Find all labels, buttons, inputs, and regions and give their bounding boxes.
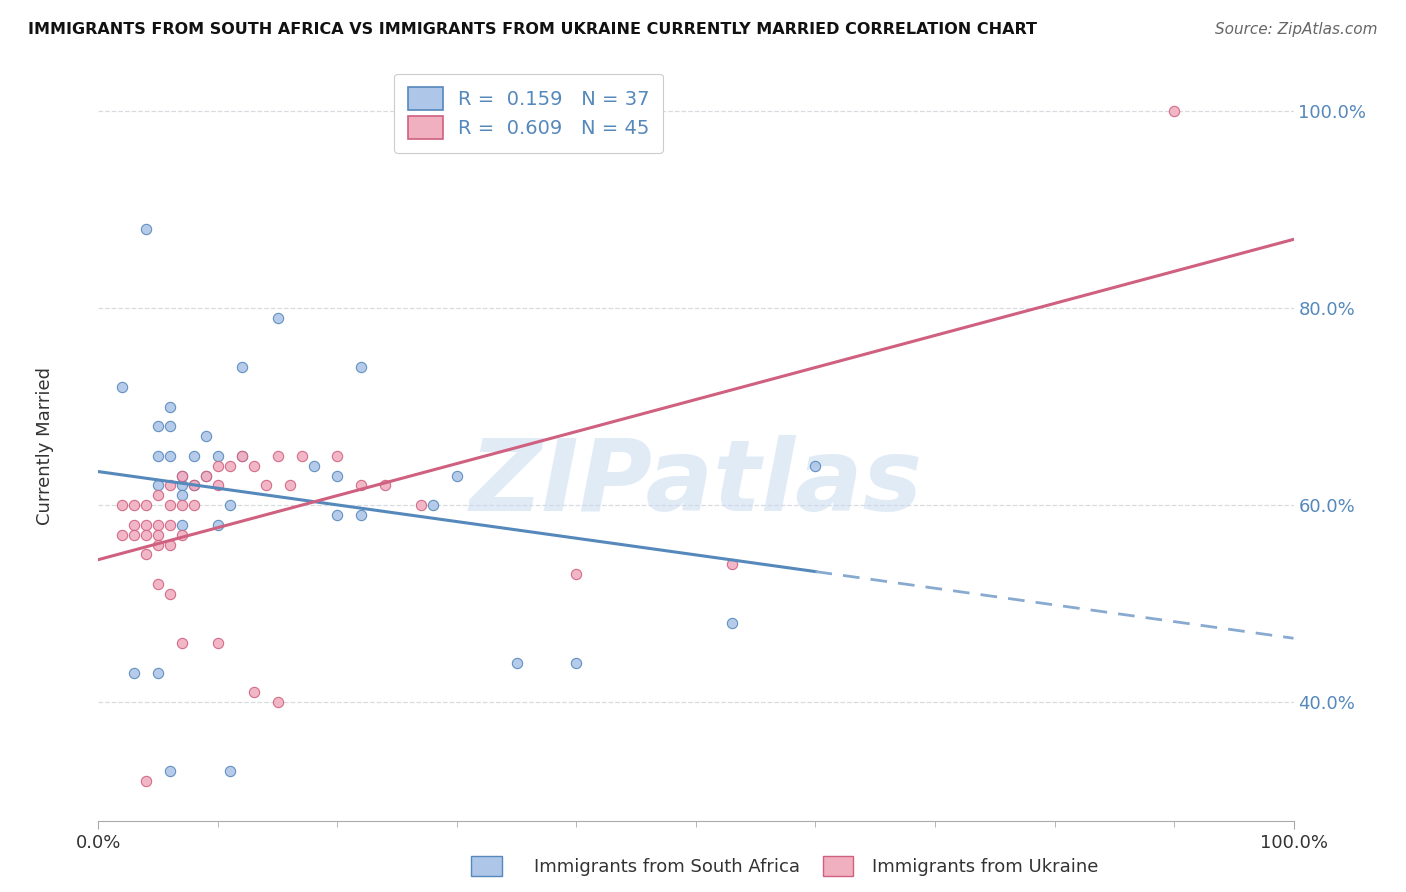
Point xyxy=(159,478,181,492)
Point xyxy=(124,517,146,532)
Point xyxy=(721,616,744,631)
Point xyxy=(135,527,157,541)
Point xyxy=(124,665,146,680)
Point xyxy=(422,498,444,512)
Point xyxy=(267,310,290,325)
Point xyxy=(1163,103,1185,118)
Point xyxy=(565,567,588,582)
Point xyxy=(506,656,529,670)
Point xyxy=(231,449,253,463)
Point xyxy=(195,468,218,483)
Point xyxy=(135,498,157,512)
Point xyxy=(159,400,181,414)
Point xyxy=(172,478,194,492)
Point xyxy=(219,764,242,779)
Point xyxy=(183,478,205,492)
Point xyxy=(172,517,194,532)
Text: IMMIGRANTS FROM SOUTH AFRICA VS IMMIGRANTS FROM UKRAINE CURRENTLY MARRIED CORREL: IMMIGRANTS FROM SOUTH AFRICA VS IMMIGRAN… xyxy=(28,22,1038,37)
Point xyxy=(446,468,468,483)
Point xyxy=(278,478,301,492)
Point xyxy=(159,587,181,601)
Point xyxy=(350,360,373,375)
Point xyxy=(148,527,170,541)
Point xyxy=(207,449,229,463)
Point xyxy=(721,558,744,572)
Text: Immigrants from South Africa: Immigrants from South Africa xyxy=(534,858,800,876)
Legend: R =  0.159   N = 37, R =  0.609   N = 45: R = 0.159 N = 37, R = 0.609 N = 45 xyxy=(394,73,664,153)
Point xyxy=(135,222,157,236)
Point xyxy=(207,478,229,492)
Point xyxy=(350,508,373,522)
Point xyxy=(172,636,194,650)
Point xyxy=(183,449,205,463)
Point xyxy=(374,478,396,492)
Point xyxy=(411,498,433,512)
Point xyxy=(804,458,827,473)
Point xyxy=(254,478,277,492)
Point xyxy=(159,449,181,463)
Point xyxy=(159,419,181,434)
Point xyxy=(148,577,170,591)
Point xyxy=(135,774,157,789)
Point xyxy=(148,419,170,434)
Point xyxy=(148,488,170,502)
Point xyxy=(148,538,170,552)
Point xyxy=(243,685,266,699)
Point xyxy=(207,458,229,473)
Point xyxy=(183,478,205,492)
Point xyxy=(124,527,146,541)
Point xyxy=(207,517,229,532)
Point xyxy=(195,468,218,483)
Point xyxy=(111,380,134,394)
Point xyxy=(172,468,194,483)
Point xyxy=(148,665,170,680)
Text: Currently Married: Currently Married xyxy=(35,367,53,525)
Point xyxy=(326,508,349,522)
Point xyxy=(148,478,170,492)
Point xyxy=(172,498,194,512)
Point xyxy=(111,527,134,541)
Point xyxy=(326,468,349,483)
Point xyxy=(302,458,325,473)
Point xyxy=(111,498,134,512)
Point xyxy=(267,695,290,709)
Point xyxy=(159,498,181,512)
Text: Immigrants from Ukraine: Immigrants from Ukraine xyxy=(872,858,1098,876)
Point xyxy=(135,548,157,562)
Point xyxy=(159,764,181,779)
Text: ZIPatlas: ZIPatlas xyxy=(470,435,922,532)
Point xyxy=(159,538,181,552)
Point xyxy=(172,468,194,483)
Point xyxy=(159,517,181,532)
Point xyxy=(291,449,314,463)
Point xyxy=(124,498,146,512)
Point xyxy=(243,458,266,473)
Point xyxy=(267,449,290,463)
Text: Source: ZipAtlas.com: Source: ZipAtlas.com xyxy=(1215,22,1378,37)
Point xyxy=(195,429,218,443)
Point xyxy=(207,636,229,650)
Point xyxy=(231,360,253,375)
Point xyxy=(183,498,205,512)
Point xyxy=(219,498,242,512)
Point xyxy=(135,517,157,532)
Point xyxy=(172,488,194,502)
Point xyxy=(148,449,170,463)
Point xyxy=(219,458,242,473)
Point xyxy=(350,478,373,492)
Point xyxy=(565,656,588,670)
Point xyxy=(148,517,170,532)
Point xyxy=(172,527,194,541)
Point xyxy=(326,449,349,463)
Point xyxy=(231,449,253,463)
